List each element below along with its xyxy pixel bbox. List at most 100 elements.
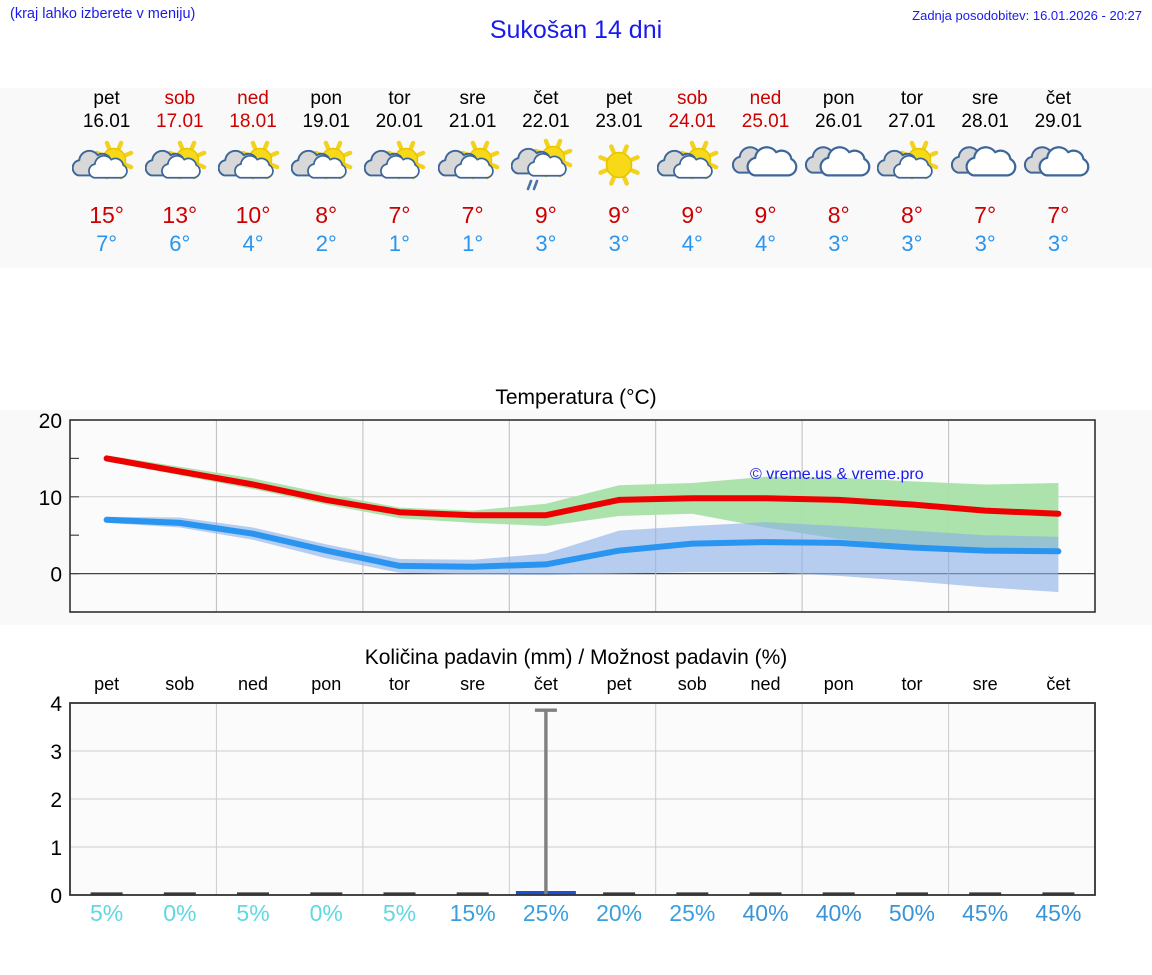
- day-max-temp: 7°: [388, 202, 411, 228]
- day-date: 17.01: [156, 111, 204, 132]
- day-min-temp: 1°: [462, 231, 484, 256]
- svg-text:10: 10: [39, 487, 62, 510]
- cloud-icon: [727, 136, 805, 196]
- day-min-temp: 3°: [1047, 231, 1069, 256]
- day-forecast-card[interactable]: sre 28.01 7° 3°: [946, 88, 1024, 257]
- day-date: 23.01: [595, 111, 643, 132]
- day-name: sre: [459, 88, 486, 109]
- day-forecast-card[interactable]: pon 19.01 8° 2°: [287, 88, 365, 257]
- day-date: 24.01: [668, 111, 717, 132]
- day-forecast-card[interactable]: ned 25.01 9° 4°: [727, 88, 805, 257]
- day-forecast-card[interactable]: pet 16.01 15° 7°: [68, 88, 146, 257]
- sun-behind-cloud-icon: [68, 136, 146, 196]
- svg-text:0: 0: [50, 564, 62, 587]
- day-date: 28.01: [961, 111, 1009, 132]
- precipitation-probability: 5%: [236, 900, 270, 926]
- day-forecast-card[interactable]: tor 20.01 7° 1°: [360, 88, 438, 257]
- day-date: 25.01: [741, 111, 790, 132]
- day-forecast-card[interactable]: sre 21.01 7° 1°: [434, 88, 512, 257]
- precipitation-day-label: pon: [823, 674, 854, 694]
- precipitation-day-label: pet: [94, 674, 120, 694]
- precipitation-probability: 50%: [888, 900, 935, 926]
- day-name: pet: [93, 88, 120, 109]
- day-forecast-card[interactable]: sob 24.01 9° 4°: [653, 88, 731, 257]
- precipitation-chart-title: Količina padavin (mm) / Možnost padavin …: [364, 646, 788, 669]
- day-date: 21.01: [448, 111, 497, 132]
- svg-text:0: 0: [50, 885, 62, 905]
- day-max-temp: 9°: [608, 202, 631, 228]
- precipitation-day-label: čet: [1046, 674, 1071, 694]
- precipitation-probability: 40%: [815, 900, 862, 926]
- temperature-chart-title: Temperatura (°C): [495, 386, 657, 409]
- sun-behind-cloud-icon: [287, 136, 365, 196]
- sun-behind-cloud-icon: [653, 136, 731, 196]
- precipitation-probability: 45%: [1035, 900, 1082, 926]
- location-menu-hint[interactable]: (kraj lahko izberete v meniju): [10, 6, 196, 22]
- precipitation-probability: 0%: [163, 900, 197, 926]
- day-forecast-card[interactable]: tor 27.01 8° 3°: [873, 88, 951, 257]
- day-min-temp: 3°: [828, 231, 850, 256]
- day-forecast-card[interactable]: pet 23.01 9° 3°: [580, 88, 658, 257]
- last-updated-label: Zadnja posodobitev: 16.01.2026 - 20:27: [912, 8, 1142, 23]
- precipitation-probability: 45%: [962, 900, 1009, 926]
- sun-behind-cloud-icon: [141, 136, 219, 196]
- day-name: pet: [605, 88, 633, 109]
- day-name: sre: [971, 88, 999, 109]
- precipitation-probability: 5%: [382, 900, 417, 926]
- precipitation-probability: 25%: [669, 900, 716, 926]
- day-min-temp: 7°: [96, 231, 118, 256]
- svg-text:3: 3: [50, 741, 62, 764]
- precipitation-day-label: ned: [750, 674, 781, 694]
- cloud-icon: [946, 136, 1024, 196]
- precipitation-probability-row: 5% 0% 5% 0% 5% 15% 25% 20% 25% 40% 40% 50% 45% 45%: [0, 900, 1152, 934]
- precipitation-probability: 15%: [449, 900, 496, 926]
- sun-behind-cloud-icon: [360, 136, 438, 196]
- day-date: 16.01: [82, 111, 131, 132]
- day-date: 22.01: [522, 111, 570, 132]
- precipitation-day-labels: pet sob ned pon tor sre čet pet sob ned pon tor sre č…: [0, 674, 1152, 698]
- cloud-icon: [1019, 136, 1097, 196]
- precipitation-day-label: pon: [311, 674, 342, 694]
- sun-behind-cloud-icon: [214, 136, 292, 196]
- day-min-temp: 4°: [681, 231, 703, 256]
- day-min-temp: 1°: [388, 231, 410, 256]
- day-name: čet: [1045, 88, 1072, 109]
- day-max-temp: 8°: [827, 202, 850, 228]
- day-name: ned: [749, 88, 782, 109]
- sun-behind-cloud-icon: [873, 136, 951, 196]
- day-max-temp: 8°: [315, 202, 338, 228]
- precipitation-day-label: sre: [460, 674, 486, 694]
- day-max-temp: 7°: [974, 202, 997, 228]
- day-forecast-card[interactable]: pon 26.01 8° 3°: [800, 88, 878, 257]
- day-forecast-card[interactable]: čet 29.01 7° 3°: [1019, 88, 1097, 257]
- day-date: 18.01: [229, 111, 277, 132]
- day-date: 29.01: [1034, 111, 1083, 132]
- day-name: čet: [533, 88, 559, 109]
- day-min-temp: 3°: [608, 231, 630, 256]
- day-min-temp: 3°: [535, 231, 557, 256]
- precipitation-day-label: sob: [677, 674, 707, 694]
- day-date: 27.01: [888, 111, 936, 132]
- cloud-icon: [800, 136, 878, 196]
- day-min-temp: 2°: [315, 231, 337, 256]
- day-name: tor: [900, 88, 924, 109]
- day-max-temp: 9°: [681, 202, 704, 228]
- day-forecast-card[interactable]: sob 17.01 13° 6°: [141, 88, 219, 257]
- daily-forecast-strip: pet 16.01 15° 7° sob 17.01 13° 6° ned 18.01 10°…: [0, 88, 1152, 268]
- svg-text:2: 2: [50, 789, 62, 812]
- day-forecast-card[interactable]: ned 18.01 10° 4°: [214, 88, 292, 257]
- day-min-temp: 3°: [974, 231, 996, 256]
- day-forecast-card[interactable]: čet 22.01 9° 3°: [507, 88, 585, 257]
- precipitation-probability: 25%: [522, 900, 569, 926]
- precipitation-probability: 0%: [309, 900, 343, 926]
- day-min-temp: 4°: [755, 231, 777, 256]
- precipitation-day-label: čet: [533, 674, 558, 694]
- day-min-temp: 4°: [242, 231, 264, 256]
- svg-text:4: 4: [50, 695, 62, 716]
- day-name: sob: [676, 88, 708, 109]
- sun-behind-cloud-rain-icon: [507, 136, 585, 196]
- day-max-temp: 15°: [89, 202, 124, 228]
- day-max-temp: 9°: [754, 202, 777, 228]
- precipitation-probability: 20%: [596, 900, 643, 926]
